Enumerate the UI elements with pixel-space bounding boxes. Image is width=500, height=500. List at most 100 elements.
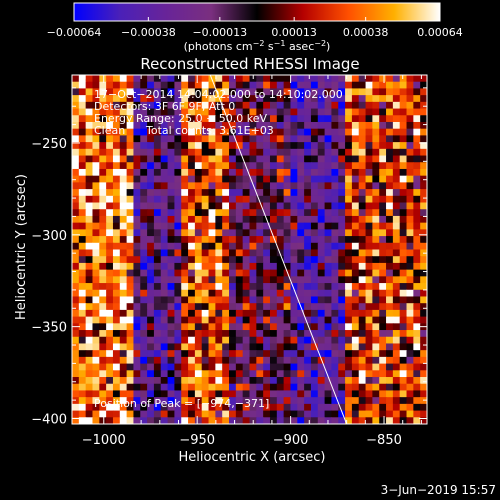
heatmap-cell	[324, 175, 333, 183]
heatmap-cell	[167, 410, 176, 418]
heatmap-cell	[78, 148, 87, 157]
heatmap-cell	[119, 215, 128, 224]
heatmap-cell	[153, 95, 162, 103]
heatmap-cell	[99, 182, 107, 190]
heatmap-cell	[365, 289, 373, 298]
heatmap-cell	[188, 202, 196, 210]
heatmap-cell	[167, 202, 176, 210]
heatmap-cell	[147, 195, 155, 204]
heatmap-cell	[351, 323, 360, 331]
heatmap-cell	[222, 128, 230, 136]
heatmap-cell	[420, 108, 427, 116]
heatmap-cell	[399, 356, 408, 365]
heatmap-cell	[208, 323, 216, 331]
heatmap-cell	[201, 303, 210, 311]
heatmap-cell	[304, 242, 312, 251]
annotation-total-counts: Total counts: 3.61E+03	[145, 124, 274, 137]
heatmap-cell	[72, 276, 80, 284]
heatmap-cell	[235, 195, 244, 204]
heatmap-cell	[229, 88, 237, 96]
heatmap-cell	[290, 249, 298, 257]
heatmap-cell	[106, 195, 114, 204]
heatmap-cell	[208, 81, 216, 90]
heatmap-cell	[119, 377, 128, 385]
heatmap-cell	[85, 397, 94, 405]
heatmap-cell	[372, 88, 380, 96]
heatmap-cell	[269, 390, 278, 398]
heatmap-cell	[338, 410, 346, 418]
heatmap-cell	[126, 262, 135, 271]
heatmap-cell	[256, 323, 264, 331]
heatmap-cell	[283, 182, 292, 190]
heatmap-cell	[290, 397, 298, 405]
heatmap-cell	[269, 276, 278, 284]
heatmap-cell	[406, 95, 414, 103]
heatmap-cell	[201, 222, 210, 230]
heatmap-cell	[85, 189, 94, 197]
heatmap-cell	[365, 370, 373, 378]
heatmap-cell	[92, 303, 100, 311]
heatmap-cell	[133, 222, 141, 230]
heatmap-cell	[153, 168, 162, 177]
heatmap-cell	[413, 316, 421, 324]
heatmap-cell	[78, 202, 87, 210]
heatmap-cell	[269, 121, 278, 130]
heatmap-cell	[92, 209, 100, 217]
heatmap-cell	[215, 121, 223, 130]
heatmap-cell	[304, 148, 312, 157]
heatmap-cell	[147, 289, 155, 298]
heatmap-cell	[365, 377, 373, 385]
heatmap-cell	[269, 256, 278, 264]
heatmap-cell	[399, 108, 408, 116]
heatmap-cell	[317, 222, 326, 230]
heatmap-cell	[126, 276, 135, 284]
heatmap-cell	[133, 370, 141, 378]
heatmap-cell	[201, 121, 210, 130]
heatmap-cell	[78, 222, 87, 230]
heatmap-cell	[215, 383, 223, 392]
heatmap-cell	[174, 168, 182, 177]
heatmap-cell	[420, 168, 427, 177]
heatmap-cell	[181, 390, 189, 398]
heatmap-cell	[351, 81, 360, 90]
heatmap-cell	[317, 283, 326, 291]
heatmap-cell	[153, 236, 162, 244]
heatmap-cell	[126, 162, 135, 170]
heatmap-cell	[290, 195, 298, 204]
heatmap-cell	[331, 356, 339, 365]
heatmap-cell	[386, 276, 394, 284]
heatmap-cell	[133, 175, 141, 183]
heatmap-cell	[106, 202, 114, 210]
heatmap-cell	[317, 135, 326, 143]
heatmap-cell	[263, 135, 271, 143]
heatmap-cell	[324, 222, 333, 230]
heatmap-cell	[242, 75, 251, 83]
heatmap-cell	[386, 236, 394, 244]
heatmap-cell	[85, 75, 94, 83]
heatmap-cell	[201, 202, 210, 210]
heatmap-cell	[112, 390, 121, 398]
heatmap-cell	[351, 189, 360, 197]
heatmap-cell	[160, 410, 169, 418]
heatmap-cell	[413, 108, 421, 116]
heatmap-cell	[358, 95, 367, 103]
heatmap-cell	[290, 370, 298, 378]
heatmap-cell	[147, 101, 155, 110]
heatmap-cell	[215, 175, 223, 183]
heatmap-cell	[310, 330, 319, 338]
heatmap-cell	[365, 242, 373, 251]
heatmap-cell	[147, 128, 155, 136]
heatmap-cell	[345, 101, 353, 110]
heatmap-cell	[263, 155, 271, 163]
heatmap-cell	[72, 397, 80, 405]
heatmap-cell	[133, 343, 141, 351]
heatmap-cell	[406, 182, 414, 190]
heatmap-cell	[167, 390, 176, 398]
heatmap-cell	[126, 316, 135, 324]
heatmap-cell	[358, 283, 367, 291]
heatmap-cell	[324, 229, 333, 237]
heatmap-cell	[413, 189, 421, 197]
heatmap-cell	[351, 363, 360, 371]
heatmap-cell	[297, 256, 305, 264]
heatmap-cell	[119, 222, 128, 230]
